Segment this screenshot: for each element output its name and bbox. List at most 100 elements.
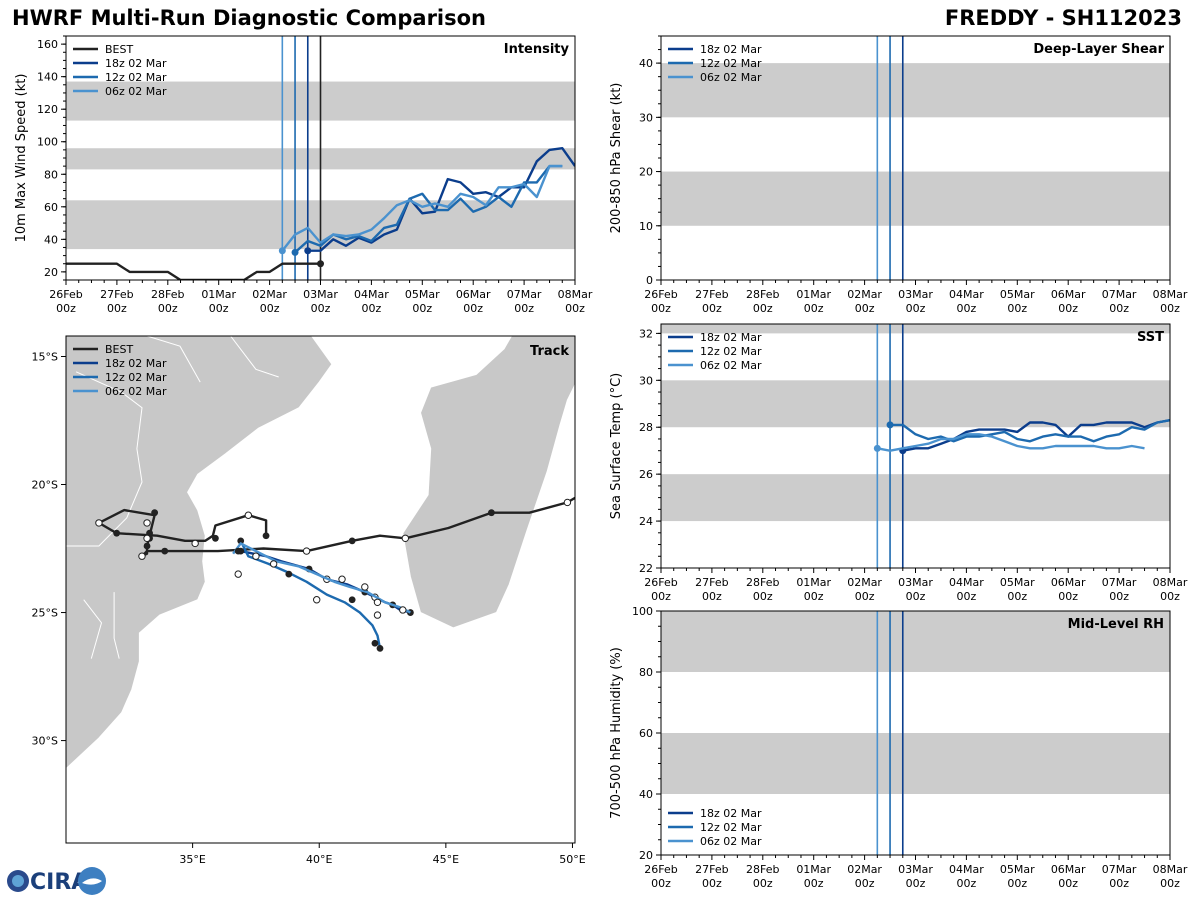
- sst-ylabel: Sea Surface Temp (°C): [609, 373, 624, 520]
- intensity-xtick-day-label: 04Mar: [354, 288, 389, 301]
- intensity-ytick-label: 140: [37, 71, 58, 84]
- shear-xtick-hour-label: 00z: [1160, 302, 1180, 315]
- intensity-ytick-label: 20: [44, 266, 58, 279]
- shear-xtick-hour-label: 00z: [753, 302, 773, 315]
- intensity-series-run18: [307, 146, 575, 252]
- rh-legend-label: 12z 02 Mar: [700, 821, 762, 834]
- sst-xtick-day-label: 01Mar: [796, 576, 831, 589]
- intensity-xtick-day-label: 28Feb: [151, 288, 184, 301]
- shear-xtick-day-label: 03Mar: [898, 288, 933, 301]
- intensity-xtick-day-label: 07Mar: [507, 288, 542, 301]
- track-point-open-best: [95, 519, 103, 527]
- shear-panel: [656, 35, 1171, 285]
- rh-xtick-day-label: 07Mar: [1102, 863, 1137, 876]
- intensity-series-best: [66, 262, 321, 280]
- intensity-ytick-label: 80: [44, 168, 58, 181]
- track-point-open-run06: [373, 598, 382, 607]
- track-point-best: [143, 542, 151, 550]
- intensity-xtick-hour-label: 00z: [260, 302, 280, 315]
- intensity-start-marker-run12: [291, 248, 299, 256]
- rh-xtick-hour-label: 00z: [702, 877, 722, 890]
- shear-ytick-label: 10: [639, 220, 653, 233]
- rh-xtick-day-label: 04Mar: [949, 863, 984, 876]
- rh-xtick-day-label: 01Mar: [796, 863, 831, 876]
- shear-legend-label: 18z 02 Mar: [700, 43, 762, 56]
- sst-legend-label: 06z 02 Mar: [700, 359, 762, 372]
- track-point-open-best: [143, 519, 151, 527]
- country-border: [83, 599, 103, 659]
- shear-xtick-hour-label: 00z: [957, 302, 977, 315]
- sst-series-run18: [902, 419, 1170, 452]
- track-point-run12: [348, 596, 356, 604]
- shear-xtick-hour-label: 00z: [1109, 302, 1129, 315]
- track-point-open-best: [563, 498, 572, 507]
- track-map-area: [66, 336, 575, 843]
- shear-band: [661, 63, 1170, 118]
- intensity-xtick-hour-label: 00z: [362, 302, 382, 315]
- track-point-best: [151, 509, 159, 517]
- intensity-legend-label: 12z 02 Mar: [105, 71, 167, 84]
- country-border: [230, 336, 279, 378]
- intensity-panel: [61, 35, 576, 285]
- shear-legend-label: 06z 02 Mar: [700, 71, 762, 84]
- track-point-open-best: [401, 534, 410, 542]
- rh-xtick-hour-label: 00z: [753, 877, 773, 890]
- intensity-end-marker-best: [317, 260, 324, 268]
- shear-xtick-hour-label: 00z: [1007, 302, 1027, 315]
- track-point-open-run06: [361, 583, 369, 591]
- track-point-best: [348, 537, 356, 545]
- rh-ytick-label: 80: [639, 666, 653, 679]
- track-point-open-run06: [252, 552, 260, 560]
- sst-xtick-day-label: 04Mar: [949, 576, 984, 589]
- intensity-plot-area: [66, 36, 575, 280]
- track-point-open-best: [138, 552, 146, 560]
- track-point-run12: [285, 570, 293, 578]
- shear-ytick-label: 20: [639, 166, 653, 179]
- sst-xtick-hour-label: 00z: [753, 590, 773, 603]
- track-point-open-run12: [313, 596, 321, 604]
- rh-ylabel: 700-500 hPa Humidity (%): [609, 647, 624, 819]
- sst-xtick-day-label: 06Mar: [1051, 576, 1086, 589]
- rh-xtick-hour-label: 00z: [855, 877, 875, 890]
- track-point-best: [212, 534, 219, 542]
- shear-xtick-day-label: 27Feb: [695, 288, 728, 301]
- sst-band: [661, 324, 1170, 334]
- shear-xtick-day-label: 26Feb: [644, 288, 677, 301]
- track-point-open-best: [143, 534, 151, 542]
- rh-xtick-day-label: 05Mar: [1000, 863, 1035, 876]
- intensity-legend-label: BEST: [105, 43, 133, 56]
- intensity-xtick-day-label: 27Feb: [100, 288, 133, 301]
- sst-ytick-label: 28: [639, 421, 653, 434]
- shear-ylabel: 200-850 hPa Shear (kt): [609, 83, 624, 234]
- rh-xtick-hour-label: 00z: [1007, 877, 1027, 890]
- track-ytick-label: 30°S: [32, 735, 58, 748]
- intensity-legend-label: 18z 02 Mar: [105, 57, 167, 70]
- shear-xtick-hour-label: 00z: [855, 302, 875, 315]
- shear-xtick-hour-label: 00z: [651, 302, 671, 315]
- sst-ytick-label: 32: [639, 327, 653, 340]
- sst-ytick-label: 26: [639, 468, 653, 481]
- sst-xtick-hour-label: 00z: [804, 590, 824, 603]
- intensity-start-marker-run18: [304, 247, 312, 255]
- rh-ytick-label: 20: [639, 849, 653, 862]
- sst-plot-area: [661, 324, 1170, 568]
- track-ytick-label: 15°S: [32, 350, 58, 363]
- intensity-start-marker-run06: [278, 247, 286, 255]
- intensity-xtick-day-label: 01Mar: [201, 288, 236, 301]
- rh-xtick-hour-label: 00z: [1109, 877, 1129, 890]
- shear-ytick-label: 0: [646, 274, 653, 287]
- sst-xtick-hour-label: 00z: [855, 590, 875, 603]
- sst-panel: [656, 323, 1171, 573]
- track-point-open-best: [191, 539, 199, 548]
- track-xtick-label: 35°E: [179, 853, 205, 866]
- rh-panel: [656, 610, 1171, 860]
- track-point-run06: [234, 547, 242, 555]
- shear-xtick-hour-label: 00z: [804, 302, 824, 315]
- intensity-xtick-day-label: 26Feb: [49, 288, 82, 301]
- track-point-run12: [237, 537, 245, 545]
- sst-band: [661, 474, 1170, 522]
- shear-xtick-hour-label: 00z: [906, 302, 926, 315]
- shear-xtick-day-label: 02Mar: [847, 288, 882, 301]
- sst-band: [661, 380, 1170, 428]
